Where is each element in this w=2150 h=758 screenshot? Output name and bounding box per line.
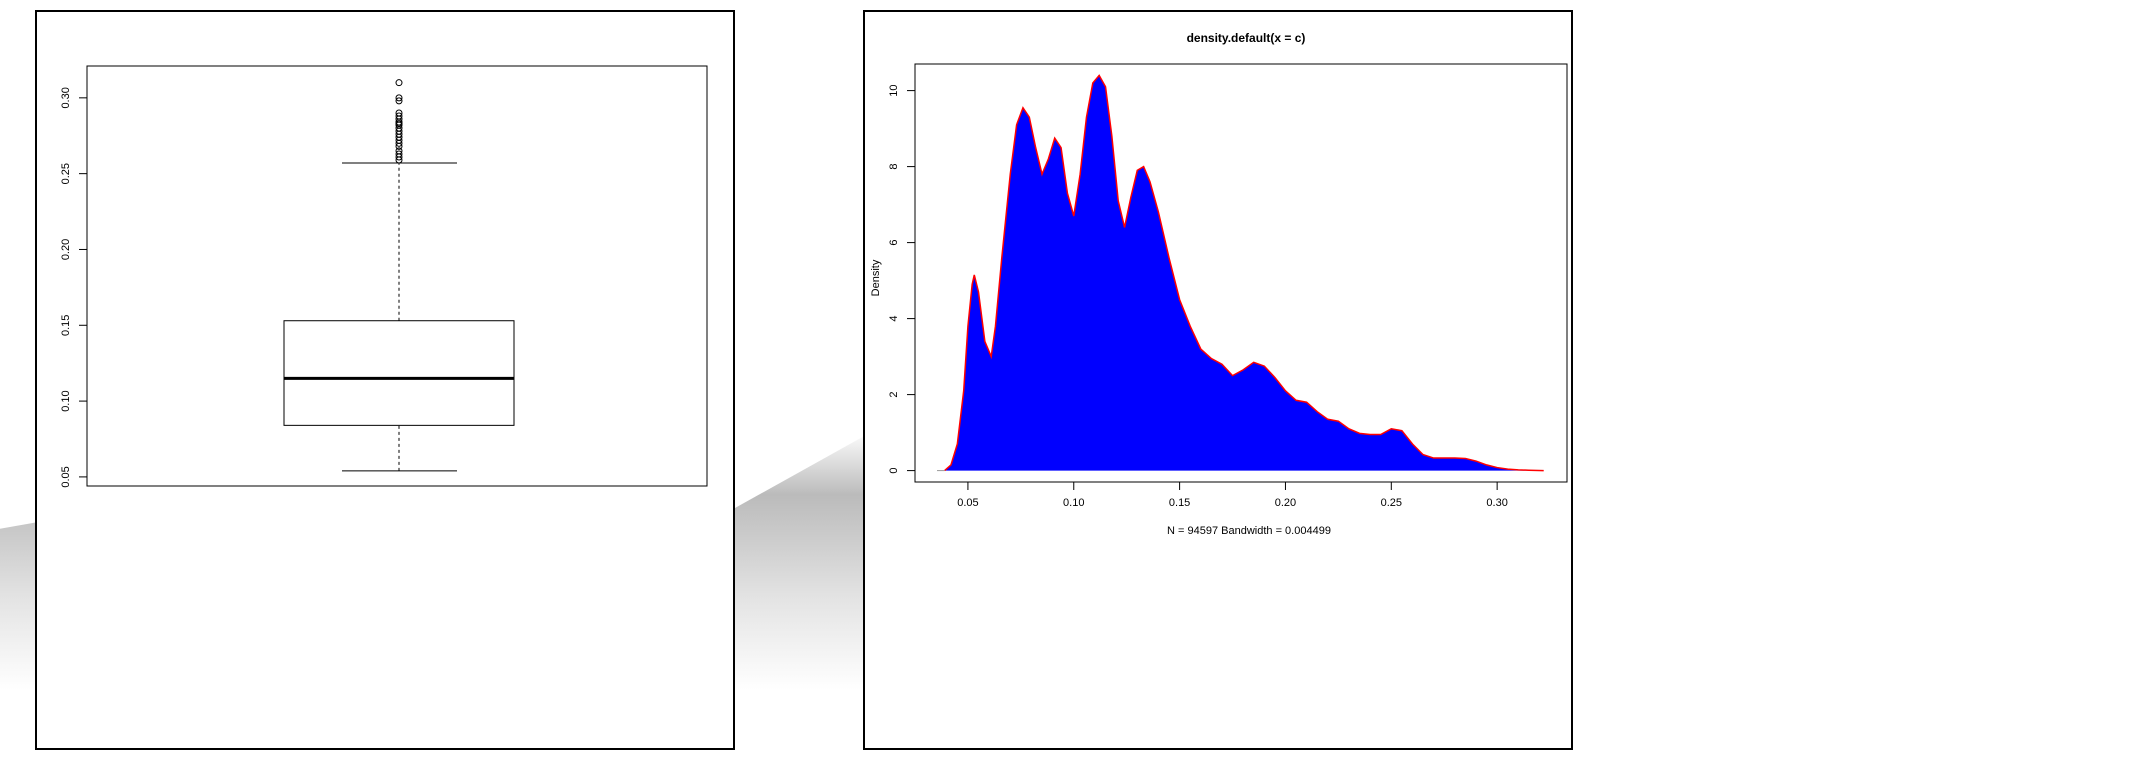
x-tick-label: 0.25 <box>1381 497 1402 509</box>
outlier-point <box>395 109 403 117</box>
y-tick-label: 8 <box>888 164 900 170</box>
plot-frame <box>914 63 1568 483</box>
x-tick-label: 0.10 <box>1063 497 1084 509</box>
x-tick-label: 0.30 <box>1486 497 1507 509</box>
density-chart: density.default(x = c) 0.05 0.10 0.15 0.20 0.… <box>870 31 1568 537</box>
x-tick-label: 0.15 <box>1169 497 1190 509</box>
y-tick-label: 0.15 <box>60 315 72 336</box>
x-axis-label: N = 94597 Bandwidth = 0.004499 <box>1167 525 1331 537</box>
y-tick-label: 0.25 <box>60 163 72 184</box>
y-tick-label: 0.30 <box>60 87 72 108</box>
outlier-point <box>395 112 403 120</box>
boxplot-chart: 0.05 0.10 0.15 0.20 0.25 0.30 <box>60 65 708 488</box>
y-tick-label: 0.20 <box>60 239 72 260</box>
x-tick-label: 0.05 <box>957 497 978 509</box>
y-tick-label: 6 <box>888 240 900 246</box>
y-axis-label: Density <box>870 259 882 296</box>
outlier-point <box>395 150 403 158</box>
y-tick-label: 10 <box>888 84 900 96</box>
x-tick-label: 0.20 <box>1275 497 1296 509</box>
outlier-point <box>395 94 403 102</box>
boxplot-panel: 0.05 0.10 0.15 0.20 0.25 0.30 <box>35 10 735 750</box>
outlier-point <box>395 79 403 87</box>
reflection-shadow-middle <box>735 430 875 690</box>
density-panel: density.default(x = c) 0.05 0.10 0.15 0.20 0.… <box>863 10 1573 750</box>
y-tick-label: 0 <box>888 468 900 474</box>
outlier-point <box>395 147 403 155</box>
chart-title: density.default(x = c) <box>1187 31 1306 45</box>
outlier-point <box>395 97 403 105</box>
y-tick-label: 4 <box>888 316 900 322</box>
y-tick-label: 2 <box>888 392 900 398</box>
interquartile-box <box>283 320 515 426</box>
y-tick-label: 0.10 <box>60 390 72 411</box>
plot-frame <box>86 65 708 487</box>
density-curve <box>944 74 1544 472</box>
y-tick-label: 0.05 <box>60 466 72 487</box>
density-area <box>944 75 1544 471</box>
